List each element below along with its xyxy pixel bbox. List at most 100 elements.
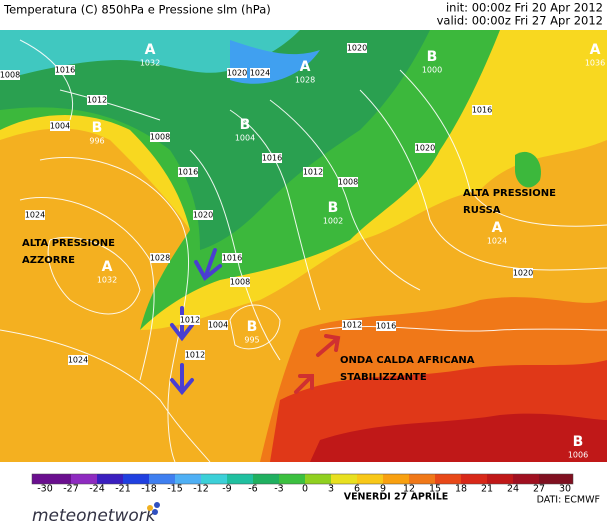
colorbar-swatch [513,474,540,484]
colorbar-swatch [357,474,384,484]
isobars [0,39,607,463]
isobar-label-bg [227,68,247,78]
isobar-label-bg [178,167,198,177]
data-source: DATI: ECMWF [537,495,600,506]
center-letter: B [573,434,584,450]
cyan-zone [0,30,300,80]
colorbar-swatch [175,474,202,484]
isobar-label: 1004 [50,122,70,131]
colorbar-swatch [227,474,254,484]
isobar-label: 1020 [415,144,435,153]
map [0,30,607,463]
center-value: 1028 [295,76,315,85]
isobar-label-bg [262,153,282,163]
isobar-label-bg [472,105,492,115]
init-time: init: 00:00z Fri 20 Apr 2012 [446,1,603,15]
isobar-label: 1024 [25,211,45,220]
isobar-label: 1012 [87,96,107,105]
colorbar-swatch [279,474,306,484]
center-value: 996 [89,137,104,146]
center-letter: A [145,42,156,58]
isobar-label: 1012 [185,351,205,360]
colorbar: -30 -27 -24 -21 -18 -15 -12 -9 -6 -3 0 3 6 9 12 15 18 21 2… [31,473,574,495]
colorbar-tick-label: -24 [89,484,105,495]
colorbar-tick-label: -12 [193,484,209,495]
colorbar-tick-label: 30 [559,484,571,495]
isobar-label: 1024 [68,356,88,365]
colorbar-swatch [123,474,150,484]
annotation: STABILIZZANTE [340,372,427,383]
colorbar-swatch [435,474,462,484]
isobar-label: 1016 [262,154,282,163]
dark-green-zone [0,30,430,250]
colorbar-tick-label: -3 [274,484,283,495]
isobar-label-bg [50,121,70,131]
isobar-label-bg [376,321,396,331]
isobar-label-bg [230,277,250,287]
isobar-label: 1008 [338,178,358,187]
colorbar-swatch [487,474,514,484]
isobar-label-bg [342,320,362,330]
colorbar-tick-label: -9 [222,484,231,495]
isobar-label: 1016 [55,66,75,75]
isobar-label-bg [222,253,242,263]
center-letter: A [492,220,503,236]
isobar-label: 1024 [250,69,270,78]
center-value: 1032 [97,276,117,285]
colorbar-tick-label: 9 [380,484,386,495]
isobar-label-bg [208,320,228,330]
center-value: 1006 [568,451,588,460]
isobar-label-bg [250,68,270,78]
isobar-label-bg [0,70,20,80]
colorbar-swatch [253,474,280,484]
annotation: ALTA PRESSIONE [463,188,556,199]
deep-red-zone [310,413,607,462]
center-value: 1000 [422,66,442,75]
center-letter: B [92,120,103,136]
center-letter: B [247,319,258,335]
colorbar-swatch [71,474,98,484]
colorbar-tick-label: -21 [115,484,131,495]
center-value: 995 [244,336,259,345]
colorbar-tick-label: 15 [429,484,441,495]
isobar-label: 1020 [227,69,247,78]
colorbar-tick-label: 3 [328,484,334,495]
colorbar-tick-label: 0 [302,484,308,495]
center-letter: A [590,42,601,58]
colorbar-swatch [383,474,410,484]
colorbar-tick-label: -27 [63,484,79,495]
forecast-date: VENERDI 27 APRILE [344,492,449,503]
center-letter: A [102,259,113,275]
isobar-label-bg [415,143,435,153]
isobar-label: 1020 [347,44,367,53]
center-letter: B [240,117,251,133]
center-letter: B [427,49,438,65]
isobar-label-bg [150,253,170,263]
colorbar-tick-label: 6 [354,484,360,495]
colorbar-end [565,474,573,484]
colorbar-swatch [461,474,488,484]
isobar-label-bg [185,350,205,360]
isobar-label: 1016 [472,106,492,115]
center-letter: A [300,59,311,75]
center-value: 1036 [585,59,605,68]
colorbar-swatch [539,474,566,484]
colorbar-swatch [331,474,358,484]
isobar-label-bg [55,65,75,75]
annotation: ALTA PRESSIONE [22,238,115,249]
isobar-label: 1008 [0,71,20,80]
colorbar-swatch [305,474,332,484]
logo: meteonetwork [32,506,157,524]
isobar-label-bg [513,268,533,278]
isobar-label: 1020 [193,211,213,220]
colorbar-tick-label: 18 [455,484,467,495]
logo-dots [147,502,160,515]
isobar-label: 1016 [178,168,198,177]
isobar-label: 1008 [150,133,170,142]
isobar-label: 1012 [303,168,323,177]
colorbar-end [32,474,45,484]
colorbar-tick-label: -6 [248,484,257,495]
isobar-label-bg [193,210,213,220]
isobar-label-bg [87,95,107,105]
